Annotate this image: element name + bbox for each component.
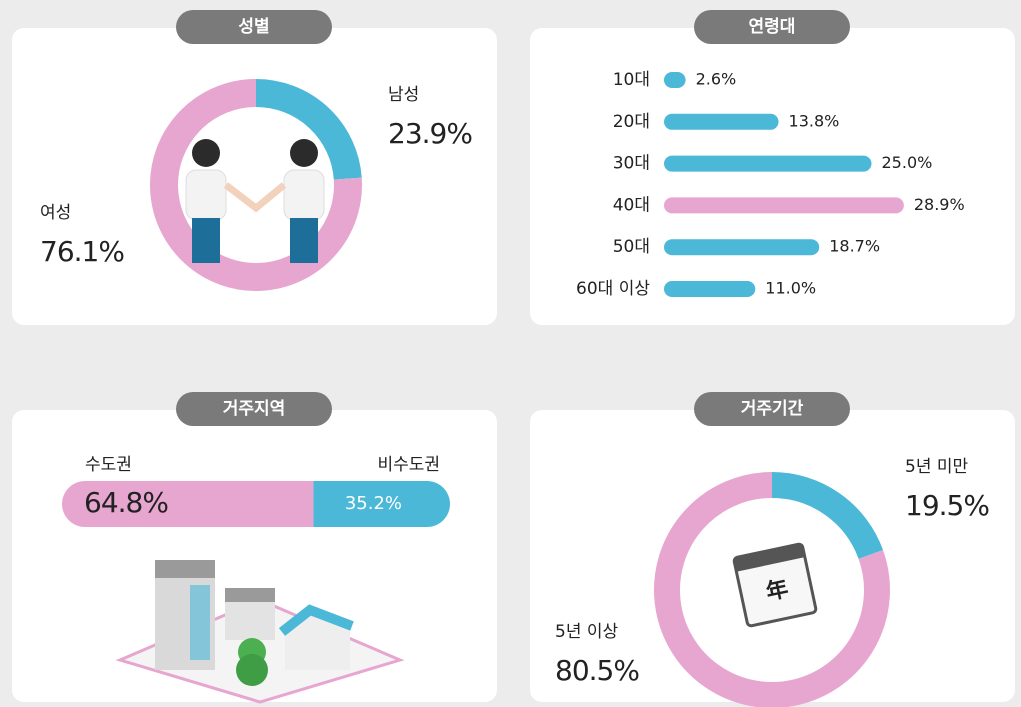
- panel-title: 성별: [238, 17, 269, 37]
- value-label: 18.7%: [829, 237, 880, 256]
- buildings-illustration: [115, 560, 405, 704]
- calendar-label: 年: [764, 576, 791, 606]
- legend-label: 여성: [40, 203, 71, 223]
- panel-title: 연령대: [749, 16, 796, 37]
- title-pill: [176, 392, 332, 426]
- value-label: 76.1%: [40, 235, 124, 268]
- category-label: 20대: [613, 112, 650, 132]
- bar: [664, 239, 820, 256]
- bar: [664, 155, 872, 172]
- legend-label: 5년 미만: [905, 457, 968, 477]
- panel-title: 거주기간: [741, 399, 804, 419]
- value-label: 2.6%: [696, 70, 737, 89]
- legend-label: 수도권: [85, 455, 132, 475]
- bar: [664, 281, 756, 297]
- legend-label: 남성: [388, 85, 419, 105]
- bar: [664, 72, 686, 88]
- value-label: 80.5%: [555, 654, 639, 687]
- value-label: 23.9%: [388, 117, 472, 150]
- value-label: 64.8%: [84, 486, 168, 519]
- bar: [664, 197, 904, 214]
- bar-segment: [62, 481, 314, 527]
- category-label: 10대: [613, 70, 650, 90]
- panel: [530, 28, 1015, 325]
- category-label: 30대: [613, 154, 650, 174]
- value-label: 13.8%: [789, 111, 840, 130]
- title-pill: [694, 10, 850, 44]
- legend-label: 비수도권: [377, 455, 440, 475]
- value-label: 28.9%: [914, 195, 965, 214]
- value-label: 35.2%: [345, 493, 402, 514]
- category-label: 40대: [613, 195, 650, 215]
- category-label: 60대 이상: [576, 279, 650, 299]
- donut-segment: [255, 79, 362, 181]
- category-label: 50대: [613, 237, 650, 257]
- calendar-illustration: 年: [732, 542, 818, 628]
- title-pill: [176, 10, 332, 44]
- value-label: 25.0%: [882, 153, 933, 172]
- panel: [12, 28, 497, 325]
- panel-title: 거주지역: [223, 399, 286, 419]
- donut-segment: [654, 472, 890, 707]
- value-label: 19.5%: [905, 489, 989, 522]
- title-pill: [694, 392, 850, 426]
- donut-segment: [771, 472, 884, 560]
- people-illustration: [185, 139, 325, 263]
- legend-label: 5년 이상: [555, 622, 618, 642]
- value-label: 11.0%: [765, 279, 816, 298]
- bar-segment: [313, 481, 450, 527]
- bar: [664, 113, 779, 130]
